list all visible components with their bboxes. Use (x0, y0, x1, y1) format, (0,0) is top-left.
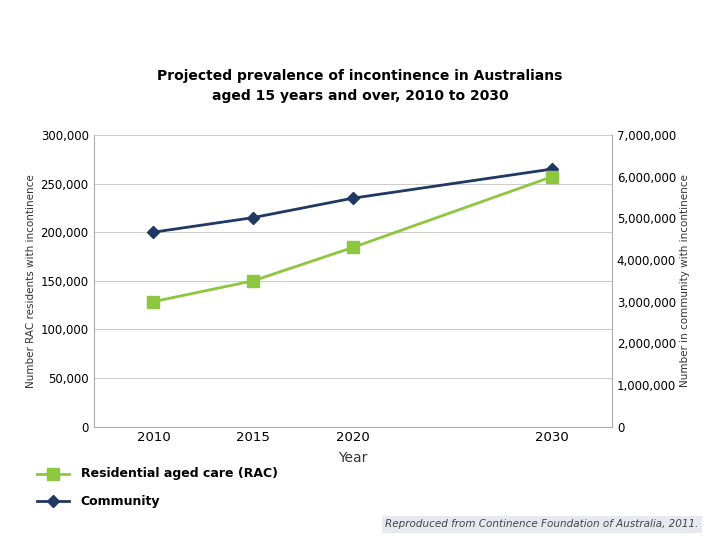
Y-axis label: Number RAC residents with incontinence: Number RAC residents with incontinence (27, 174, 37, 388)
Y-axis label: Number in community with incontinence: Number in community with incontinence (680, 174, 690, 387)
Text: Reproduced from Continence Foundation of Australia, 2011.: Reproduced from Continence Foundation of… (385, 519, 698, 529)
Text: and expected to increase as our population ages: and expected to increase as our populati… (22, 48, 463, 66)
Text: Residential aged care (RAC): Residential aged care (RAC) (81, 467, 278, 480)
Text: Projected prevalence of incontinence in Australians
aged 15 years and over, 2010: Projected prevalence of incontinence in … (157, 69, 563, 103)
Text: Community: Community (81, 495, 160, 508)
Text: Lower urinary tract symptoms are highly prevalent: Lower urinary tract symptoms are highly … (22, 17, 482, 36)
X-axis label: Year: Year (338, 451, 367, 465)
